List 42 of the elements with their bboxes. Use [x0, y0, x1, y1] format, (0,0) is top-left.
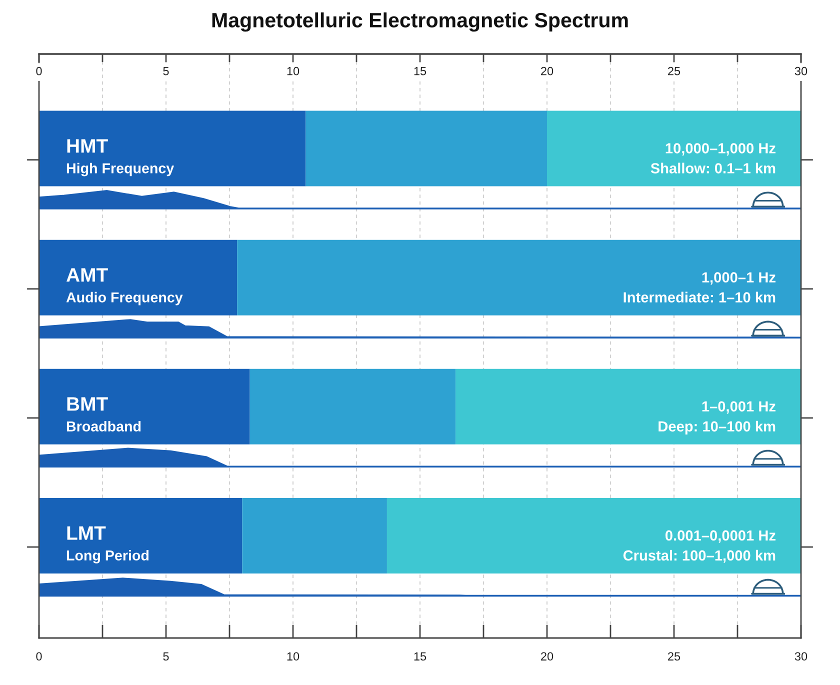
- y-tick-label: BMT: [67, 397, 108, 411]
- x-tick-label: 30: [794, 66, 808, 76]
- annotation: High Frequency: [66, 162, 174, 176]
- x2-tick-label: 30: [794, 652, 808, 661]
- y-tick-label: HMT: [67, 139, 108, 153]
- y-tick-label: LMT: [67, 526, 106, 540]
- annotation: Intermediate: 1–10 km: [624, 292, 776, 303]
- x-tick-label: 10: [287, 66, 300, 76]
- annotation: Deep: 10–100 km: [658, 420, 776, 434]
- annotation: Shallow: 0.1–1 km: [650, 162, 776, 174]
- x-tick-label: 20: [541, 66, 554, 76]
- x2-tick-label: 0: [36, 652, 42, 661]
- annotation: Audio Frequency: [66, 292, 183, 306]
- x-tick-label: 5: [163, 67, 169, 76]
- annotation: 1,000–1 Hz: [702, 272, 776, 285]
- annotation: 10,000–1,000 Hz: [666, 143, 776, 156]
- bar: [242, 498, 387, 574]
- x-tick-label: 0: [36, 66, 42, 76]
- bar: [39, 498, 242, 574]
- bar: [39, 240, 238, 316]
- x2-tick-label: 10: [287, 652, 300, 661]
- bar: [237, 240, 801, 316]
- x2-tick-label: 15: [414, 652, 426, 661]
- bar: [547, 110, 801, 186]
- bar: [250, 368, 456, 444]
- bar: [39, 368, 250, 444]
- annotation: Crustal: 100–1,000 km: [623, 550, 776, 563]
- bar: [39, 110, 306, 186]
- x2-tick-label: 20: [541, 652, 554, 661]
- x-tick-label: 25: [668, 66, 680, 76]
- x2-tick-label: 5: [163, 652, 169, 661]
- bar: [306, 110, 547, 186]
- x2-tick-label: 25: [668, 652, 680, 661]
- annotation: Long Period: [66, 550, 149, 564]
- bar: [456, 368, 801, 444]
- annotation: 1–0,001 Hz: [702, 401, 776, 414]
- x-tick-label: 15: [414, 67, 426, 76]
- y-tick-label: AMT: [66, 268, 108, 282]
- bar: [386, 498, 801, 574]
- annotation: 0.001–0,0001 Hz: [666, 530, 776, 543]
- annotation: Broadband: [66, 420, 141, 432]
- chart-title: Magnetotelluric Electromagnetic Spectrum: [212, 12, 628, 32]
